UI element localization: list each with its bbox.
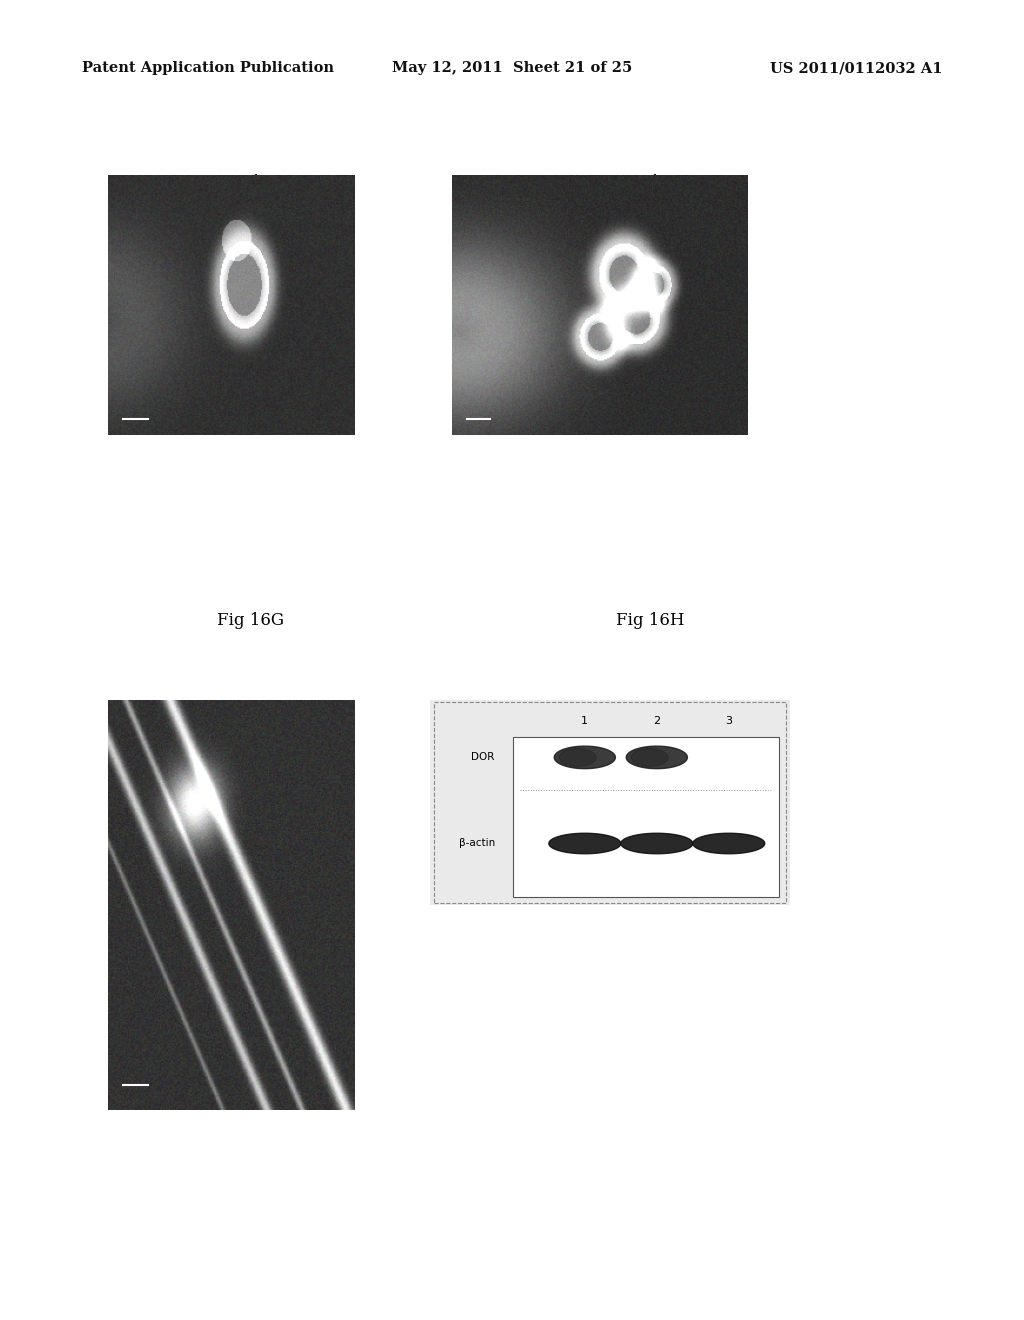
Bar	[513, 737, 779, 896]
Text: DOR: DOR	[471, 752, 495, 763]
Polygon shape	[627, 746, 687, 768]
Polygon shape	[693, 833, 765, 854]
Polygon shape	[554, 746, 615, 768]
Polygon shape	[631, 748, 668, 767]
Polygon shape	[559, 748, 596, 767]
Text: May 12, 2011  Sheet 21 of 25: May 12, 2011 Sheet 21 of 25	[392, 61, 632, 75]
Text: 1: 1	[582, 715, 589, 726]
Text: Fig 16G: Fig 16G	[217, 612, 285, 628]
Text: 2: 2	[653, 715, 660, 726]
Text: β-actin: β-actin	[459, 838, 495, 849]
Text: US 2011/0112032 A1: US 2011/0112032 A1	[769, 61, 942, 75]
Text: Patent Application Publication: Patent Application Publication	[82, 61, 334, 75]
Text: 3: 3	[725, 715, 732, 726]
Text: Fig 16H: Fig 16H	[616, 612, 684, 628]
Polygon shape	[621, 833, 693, 854]
Polygon shape	[549, 833, 621, 854]
Text: Fig 16E: Fig 16E	[218, 174, 284, 190]
Text: Fig 16F: Fig 16F	[617, 174, 683, 190]
